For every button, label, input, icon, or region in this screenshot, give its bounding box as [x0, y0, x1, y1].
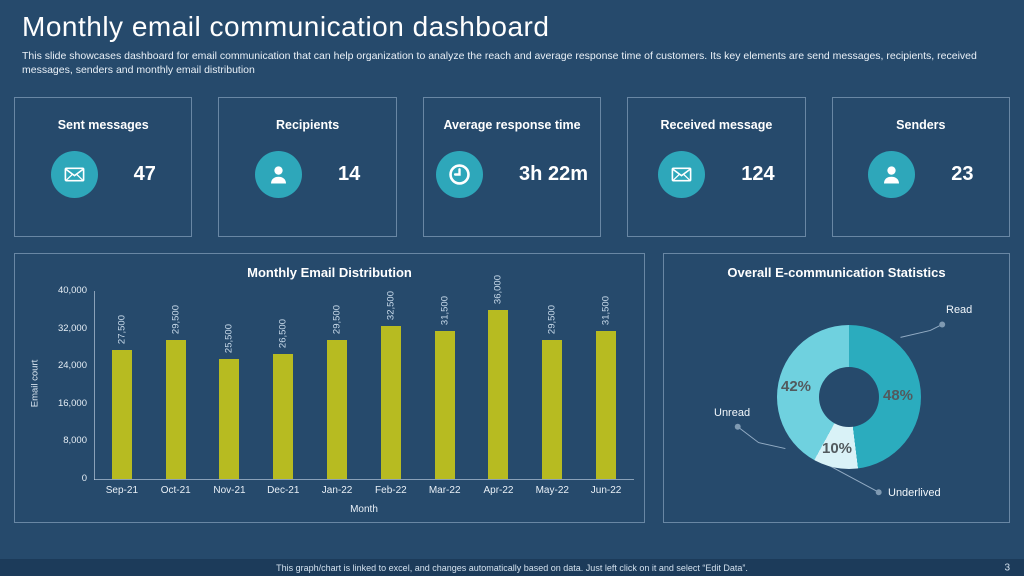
y-tick-label: 0 [81, 473, 87, 484]
header: Monthly email communication dashboard Th… [22, 10, 1008, 77]
footer-note: This graph/chart is linked to excel, and… [276, 562, 748, 573]
kpi-card-average-response-time: Average response time 3h 22m [422, 97, 602, 237]
bar-series: 27,500 29,500 25,500 26,500 29,500 32,500 31,5… [95, 275, 633, 479]
kpi-label: Senders [896, 118, 946, 132]
y-tick-label: 16,000 [57, 397, 87, 409]
x-tick-label: Sep-21 [105, 485, 139, 496]
leader-lines [734, 321, 946, 496]
kpi-card-recipients: Recipients 14 [218, 97, 397, 237]
bar-value-label: 31,500 [439, 295, 451, 325]
bar[interactable] [542, 340, 563, 479]
x-tick-label: Dec-21 [267, 485, 300, 496]
x-axis-line [94, 479, 634, 480]
y-axis-line [94, 291, 95, 480]
envelope-icon [658, 151, 706, 198]
bar-slot: 25,500 [203, 291, 257, 479]
y-tick-label: 8,000 [63, 435, 87, 447]
bar[interactable] [219, 359, 240, 479]
person-icon [868, 151, 916, 198]
kpi-value: 23 [951, 163, 974, 185]
bar-chart-x-axis-title: Month [350, 504, 378, 515]
bar-slot: 32,500 [364, 291, 418, 479]
page-number: 3 [1004, 562, 1010, 573]
donut-chart-title: Overall E-communication Statistics [727, 265, 946, 280]
y-tick-label: 40,000 [57, 285, 87, 296]
envelope-icon [50, 151, 98, 198]
kpi-value: 47 [133, 163, 156, 185]
x-tick-label: Jun-22 [590, 485, 622, 496]
bar-slot: 29,500 [149, 291, 203, 479]
x-tick-label: Feb-22 [375, 485, 407, 496]
bar-slot: 26,500 [256, 291, 310, 479]
kpi-label: Sent messages [57, 118, 149, 132]
bar-chart-title: Monthly Email Distribution [247, 265, 412, 280]
bar-month-row: Sep-21 Oct-21 Nov-21 Dec-21 Jan-22 Feb-22 Mar-… [95, 485, 633, 496]
bar-value-label: 29,500 [170, 305, 182, 335]
bar[interactable] [111, 349, 132, 479]
pct-label-unread: 42% [780, 378, 812, 395]
bar-value-label: 31,500 [600, 295, 612, 325]
bar[interactable] [434, 330, 455, 479]
bar[interactable] [327, 340, 348, 479]
bar-value-label: 36,000 [492, 274, 504, 304]
slice-label-unread: Unread [714, 407, 751, 419]
x-tick-label: Oct-21 [160, 485, 191, 496]
bar-chart-panel[interactable]: Monthly Email Distribution Email court 0… [14, 253, 645, 523]
x-tick-label: Mar-22 [428, 485, 461, 496]
kpi-card-received-message: Received message 124 [627, 97, 806, 237]
page-subtitle: This slide showcases dashboard for email… [22, 49, 977, 76]
kpi-card-senders: Senders 23 [831, 97, 1011, 237]
bar[interactable] [165, 340, 186, 479]
kpi-value: 124 [741, 163, 775, 185]
y-tick-label: 32,000 [57, 322, 87, 334]
person-icon [254, 151, 302, 198]
bar-value-label: 26,500 [277, 319, 289, 349]
pct-label-read: 48% [882, 387, 914, 404]
kpi-body: 124 [658, 151, 775, 198]
bar-value-label: 29,500 [546, 305, 558, 335]
bar[interactable] [596, 330, 617, 479]
bar-y-axis: 0 8,000 16,000 24,000 32,000 40,000 [15, 285, 87, 484]
kpi-value: 14 [337, 163, 361, 185]
x-tick-label: Jan-22 [321, 485, 353, 496]
kpi-body: 3h 22m [436, 151, 588, 198]
kpi-card-sent-messages: Sent messages 47 [14, 97, 193, 237]
donut-chart-panel[interactable]: Overall E-communication Statistics 48% 1… [663, 253, 1010, 523]
bar[interactable] [273, 354, 294, 479]
bar-slot: 31,500 [418, 291, 472, 479]
kpi-label: Average response time [443, 118, 581, 132]
bar-slot: 36,000 [472, 275, 526, 479]
x-tick-label: May-22 [535, 485, 569, 496]
bar-value-label: 32,500 [385, 291, 397, 321]
page-title: Monthly email communication dashboard [22, 11, 550, 42]
bar-value-label: 29,500 [331, 305, 343, 335]
kpi-body: 47 [50, 151, 156, 198]
bar-slot: 29,500 [525, 291, 579, 479]
bar[interactable] [488, 309, 509, 479]
kpi-label: Recipients [276, 118, 340, 132]
bar[interactable] [380, 326, 401, 479]
clock-icon [436, 151, 484, 198]
donut-hole [819, 367, 879, 427]
footer: This graph/chart is linked to excel, and… [0, 559, 1024, 576]
donut-chart: 48% 10% 42% Read Underlived Unread [664, 254, 1009, 522]
bar-value-label: 27,500 [116, 314, 128, 344]
kpi-row: Sent messages 47 Recipients 14 Average r… [14, 97, 1011, 237]
slice-label-read: Read [946, 304, 973, 316]
bar-slot: 27,500 [95, 291, 149, 479]
bar-slot: 29,500 [310, 291, 364, 479]
slice-label-underlived: Underlived [888, 487, 941, 499]
y-tick-label: 24,000 [57, 360, 87, 372]
x-tick-label: Apr-22 [483, 485, 514, 496]
bar-slot: 31,500 [579, 291, 633, 479]
pct-label-underlived: 10% [821, 440, 853, 457]
x-tick-label: Nov-21 [213, 485, 246, 496]
kpi-value: 3h 22m [519, 163, 588, 185]
kpi-body: 23 [868, 151, 973, 198]
kpi-label: Received message [660, 118, 773, 132]
kpi-body: 14 [254, 151, 361, 198]
bar-value-label: 25,500 [223, 324, 235, 354]
